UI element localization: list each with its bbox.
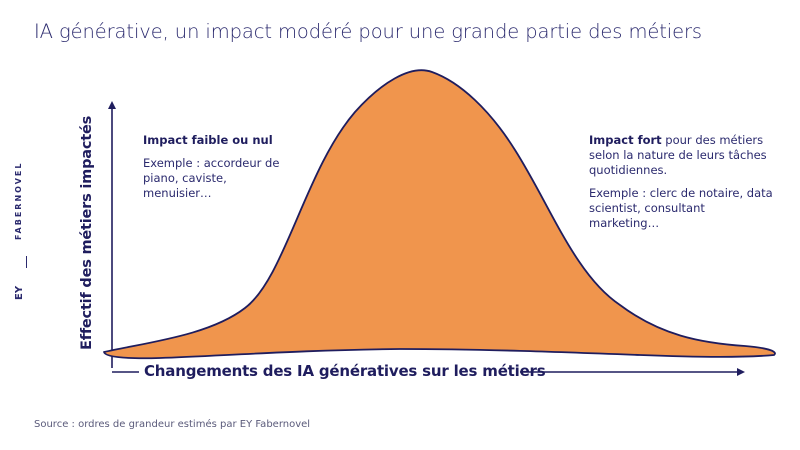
annotation-low-heading: Impact faible ou nul xyxy=(143,133,273,147)
annotation-high-description: Impact fort pour des métiers selon la na… xyxy=(589,133,774,178)
annotation-high-text: pour des métiers selon la nature de leur… xyxy=(589,133,767,177)
annotation-high-example: Exemple : clerc de notaire, data scienti… xyxy=(589,186,773,230)
annotation-high-heading: Impact fort xyxy=(589,133,662,147)
x-axis-label: Changements des IA génératives sur les m… xyxy=(144,362,546,380)
annotation-low-impact: Impact faible ou nul Exemple : accordeur… xyxy=(143,133,293,201)
chart-title: IA générative, un impact modéré pour une… xyxy=(34,20,702,43)
annotation-high-impact: Impact fort pour des métiers selon la na… xyxy=(589,133,774,231)
brand-separator xyxy=(26,256,27,268)
annotation-low-example: Exemple : accordeur de piano, caviste, m… xyxy=(143,156,280,200)
y-axis-label: Effectif des métiers impactés xyxy=(79,115,95,350)
source-note: Source : ordres de grandeur estimés par … xyxy=(34,419,311,430)
impact-distribution-area xyxy=(103,69,776,360)
